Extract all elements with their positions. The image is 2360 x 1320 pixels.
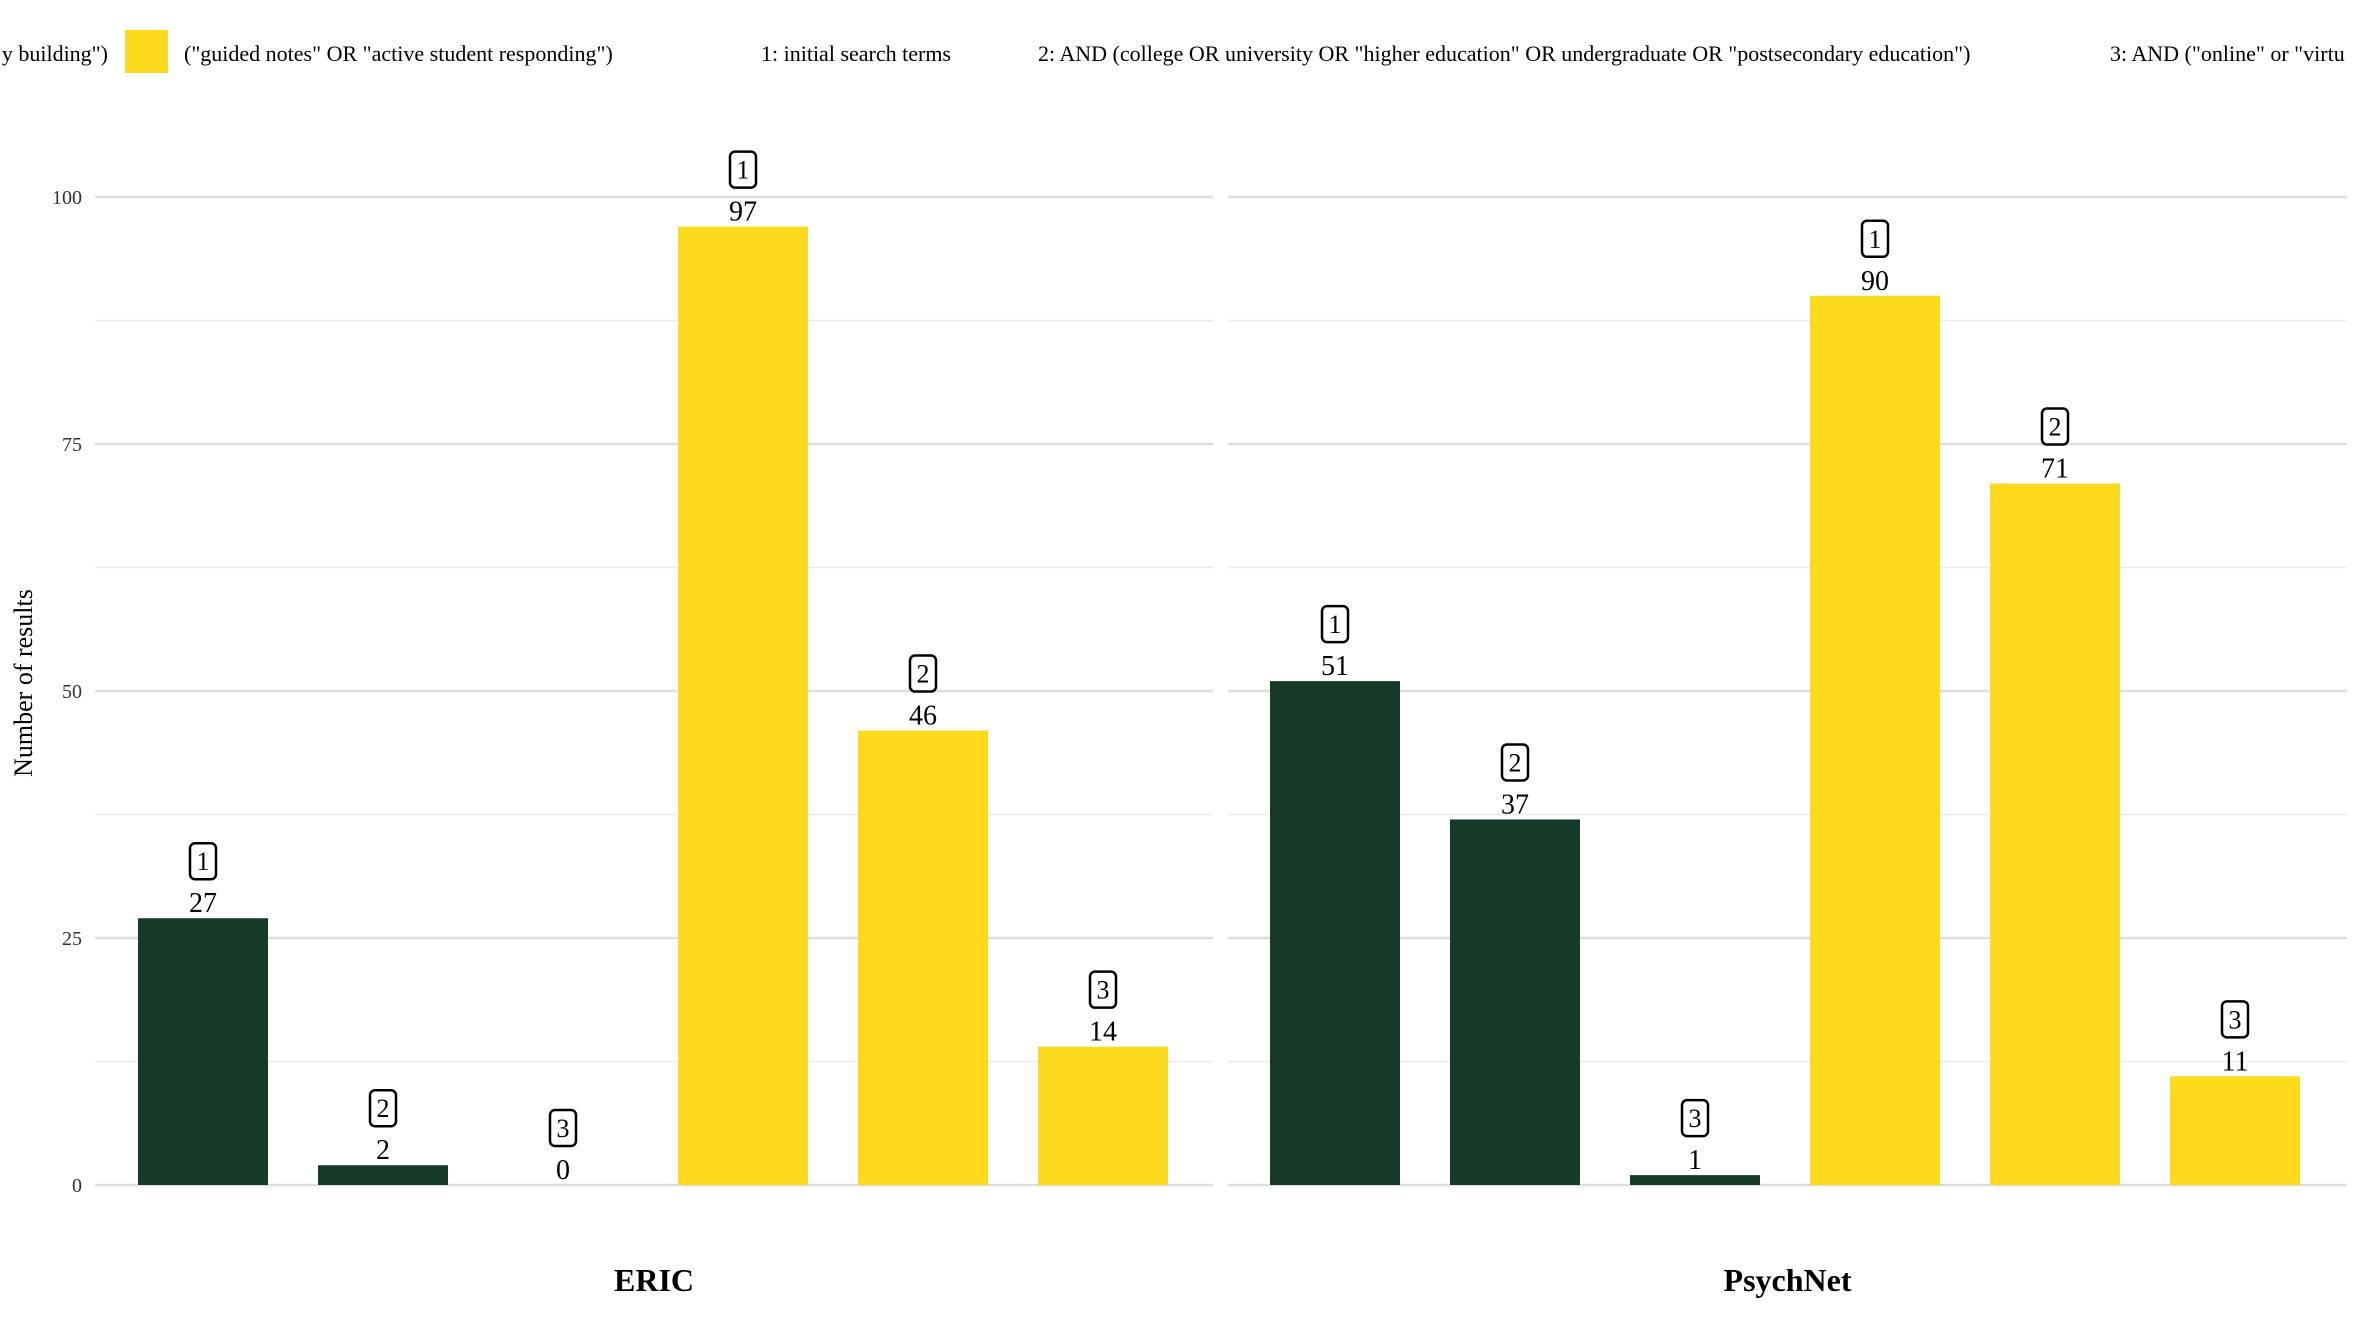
step-badge-label: 3 xyxy=(557,1114,570,1143)
bar-value-label: 71 xyxy=(2041,454,2069,485)
bar xyxy=(678,226,808,1185)
bar xyxy=(1630,1175,1760,1185)
step-badge xyxy=(368,1088,398,1128)
bar xyxy=(858,730,988,1185)
step-badge-label: 2 xyxy=(1509,748,1522,777)
step-badge-label: 1 xyxy=(1869,225,1882,254)
legend-label-series-2: ("guided notes" OR "active student respo… xyxy=(184,41,613,66)
bar-value-label: 37 xyxy=(1501,789,1529,820)
step-badge xyxy=(548,1108,578,1148)
bar xyxy=(1038,1046,1168,1185)
y-tick-label: 0 xyxy=(72,1175,82,1197)
bar xyxy=(1810,295,1940,1185)
bar-value-label: 46 xyxy=(909,701,937,732)
legend: y building") ("guided notes" OR "active … xyxy=(2,30,2345,73)
step-badge xyxy=(1500,743,1530,782)
bar-value-label: 14 xyxy=(1089,1017,1117,1048)
step-badge xyxy=(1088,970,1118,1009)
y-tick-label: 75 xyxy=(62,434,82,456)
facet-titles: ERIC PsychNet xyxy=(614,1262,1852,1298)
legend-label-series-1: y building") xyxy=(2,41,108,66)
grid xyxy=(95,195,2347,1187)
bars xyxy=(138,226,2300,1185)
step-badge xyxy=(908,654,938,693)
step-badge xyxy=(188,841,218,881)
y-tick-label: 50 xyxy=(62,681,82,703)
step-badge-label: 3 xyxy=(2229,1005,2242,1034)
bar xyxy=(1450,819,1580,1185)
step-badge-label: 2 xyxy=(917,660,930,689)
legend-note-3: 3: AND ("online" or "virtu xyxy=(2110,41,2345,66)
bar xyxy=(138,918,268,1185)
bar-value-label: 90 xyxy=(1861,266,1889,297)
step-badge xyxy=(728,150,758,189)
bar-value-label: 97 xyxy=(729,197,757,228)
step-badge xyxy=(1860,219,1890,259)
step-badge xyxy=(1680,1098,1710,1138)
y-tick-labels: 0 25 50 75 100 xyxy=(52,187,82,1197)
step-badge-label: 1 xyxy=(197,847,210,876)
legend-note-1: 1: initial search terms xyxy=(761,41,951,66)
bar xyxy=(1270,681,1400,1185)
y-tick-label: 100 xyxy=(52,187,82,209)
step-badge-label: 2 xyxy=(2049,413,2062,442)
bar xyxy=(1990,483,2120,1185)
step-badge xyxy=(2040,407,2070,446)
bar-value-label: 51 xyxy=(1321,651,1349,682)
bar-value-label: 11 xyxy=(2222,1046,2249,1077)
step-badge-label: 2 xyxy=(377,1094,390,1123)
facet-title: PsychNet xyxy=(1724,1262,1852,1298)
step-badge-label: 1 xyxy=(1329,610,1342,639)
step-badge xyxy=(2220,1000,2250,1039)
legend-swatch-series-2 xyxy=(125,30,168,73)
bar-value-label: 2 xyxy=(376,1135,390,1166)
step-badge-label: 3 xyxy=(1689,1104,1702,1133)
y-axis-label: Number of results xyxy=(9,589,38,777)
legend-note-2: 2: AND (college OR university OR "higher… xyxy=(1038,41,1970,66)
facet-title: ERIC xyxy=(614,1262,694,1298)
bar-value-label: 0 xyxy=(556,1155,570,1186)
y-tick-label: 25 xyxy=(62,928,82,950)
bar xyxy=(2170,1076,2300,1185)
data-labels: 27 1 2 2 0 3 97 1 46 2 14 3 51 1 37 2 1 3 90 1 71 2 11 3 xyxy=(188,150,2250,1186)
bar-value-label: 27 xyxy=(189,888,217,919)
step-badge-label: 3 xyxy=(1097,976,1110,1005)
bar xyxy=(318,1165,448,1185)
step-badge-label: 1 xyxy=(737,156,750,185)
step-badge xyxy=(1320,604,1350,644)
bar-value-label: 1 xyxy=(1688,1145,1702,1176)
